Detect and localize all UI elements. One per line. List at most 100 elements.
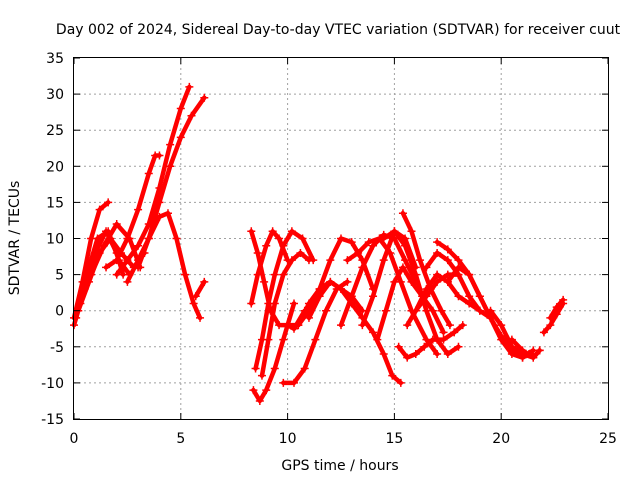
data-point-marker — [475, 292, 484, 301]
data-point-marker — [253, 248, 262, 257]
data-series-sat-09 — [134, 209, 205, 322]
series-line — [541, 301, 566, 335]
data-point-marker — [535, 346, 544, 355]
data-point-marker — [394, 342, 403, 351]
data-point-marker — [337, 285, 345, 294]
data-point-marker — [290, 299, 299, 308]
data-point-marker — [364, 238, 373, 247]
data-point-marker — [416, 256, 425, 265]
data-series-sat-10 — [191, 277, 209, 301]
x-tick-label: 5 — [176, 431, 185, 447]
x-tick-label: 15 — [385, 431, 403, 447]
data-series-sat-07 — [112, 82, 194, 279]
data-point-marker — [454, 292, 463, 301]
data-point-marker — [552, 303, 561, 312]
series-line — [253, 229, 316, 371]
data-point-marker — [443, 245, 452, 254]
data-point-marker — [401, 241, 410, 250]
data-series-sat-24 — [379, 227, 463, 359]
data-point-marker — [251, 364, 260, 373]
data-series-sat-12 — [247, 227, 292, 308]
data-series-sat-13 — [249, 299, 299, 405]
data-point-marker — [112, 220, 121, 229]
data-point-marker — [347, 292, 356, 301]
data-point-marker — [354, 248, 363, 257]
data-point-marker — [433, 238, 442, 247]
data-point-marker — [176, 133, 185, 142]
y-tick-label: -15 — [41, 412, 64, 428]
data-point-marker — [507, 342, 516, 351]
data-series-sat-06 — [102, 151, 164, 272]
series-line — [306, 279, 404, 386]
data-point-marker — [275, 234, 284, 243]
data-point-marker — [546, 313, 555, 322]
data-point-marker — [458, 321, 467, 330]
data-point-marker — [247, 299, 256, 308]
data-point-marker — [166, 140, 175, 149]
y-tick-label: 25 — [46, 123, 64, 139]
data-point-marker — [123, 277, 132, 286]
data-point-marker — [279, 378, 288, 387]
data-point-marker — [112, 270, 121, 279]
data-point-marker — [181, 270, 190, 279]
data-point-marker — [379, 350, 388, 359]
data-point-marker — [155, 151, 164, 160]
series-group — [70, 82, 568, 405]
y-tick-label: 10 — [46, 232, 64, 248]
data-point-marker — [454, 263, 463, 272]
data-point-marker — [268, 227, 277, 236]
y-tick-label: 15 — [46, 195, 64, 211]
data-series-sat-33 — [507, 335, 544, 362]
y-tick-label: -5 — [50, 340, 64, 356]
data-point-marker — [200, 277, 209, 286]
data-series-sat-23 — [373, 263, 448, 344]
x-axis-label: GPS time / hours — [281, 458, 398, 474]
data-point-marker — [407, 277, 416, 286]
data-point-marker — [260, 277, 269, 286]
data-point-marker — [270, 364, 279, 373]
series-line — [125, 95, 207, 285]
data-point-marker — [76, 299, 85, 308]
data-point-marker — [104, 198, 113, 207]
data-point-marker — [123, 234, 132, 243]
data-point-marker — [322, 306, 331, 315]
data-point-marker — [326, 256, 335, 265]
data-point-marker — [539, 328, 548, 337]
data-point-marker — [369, 292, 378, 301]
data-point-marker — [358, 321, 367, 330]
data-point-marker — [93, 234, 102, 243]
data-point-marker — [311, 335, 320, 344]
data-point-marker — [287, 227, 296, 236]
series-line — [193, 279, 207, 299]
y-axis-label: SDTVAR / TECUs — [7, 181, 23, 296]
y-tick-label: -10 — [41, 376, 64, 392]
data-point-marker — [422, 306, 431, 315]
data-point-marker — [411, 270, 420, 279]
data-point-marker — [347, 238, 356, 247]
data-point-marker — [439, 328, 448, 337]
data-point-marker — [257, 371, 266, 380]
data-point-marker — [398, 209, 407, 218]
data-point-marker — [253, 270, 262, 279]
data-point-marker — [381, 306, 390, 315]
data-point-marker — [390, 227, 399, 236]
data-point-marker — [304, 313, 313, 322]
data-point-marker — [264, 335, 273, 344]
data-point-marker — [123, 256, 132, 265]
data-point-marker — [249, 386, 258, 395]
data-point-marker — [87, 270, 96, 279]
y-tick-label: 30 — [46, 87, 64, 103]
data-point-marker — [290, 378, 299, 387]
data-point-marker — [369, 241, 378, 250]
data-point-marker — [422, 285, 431, 294]
chart-title: Day 002 of 2024, Sidereal Day-to-day VTE… — [56, 22, 621, 38]
ticks — [73, 57, 609, 420]
data-point-marker — [403, 353, 412, 362]
data-point-marker — [465, 270, 474, 279]
data-point-marker — [486, 306, 495, 315]
data-point-marker — [337, 234, 345, 243]
data-point-marker — [388, 371, 397, 380]
data-point-marker — [296, 248, 305, 257]
data-point-marker — [270, 299, 279, 308]
data-point-marker — [497, 321, 506, 330]
